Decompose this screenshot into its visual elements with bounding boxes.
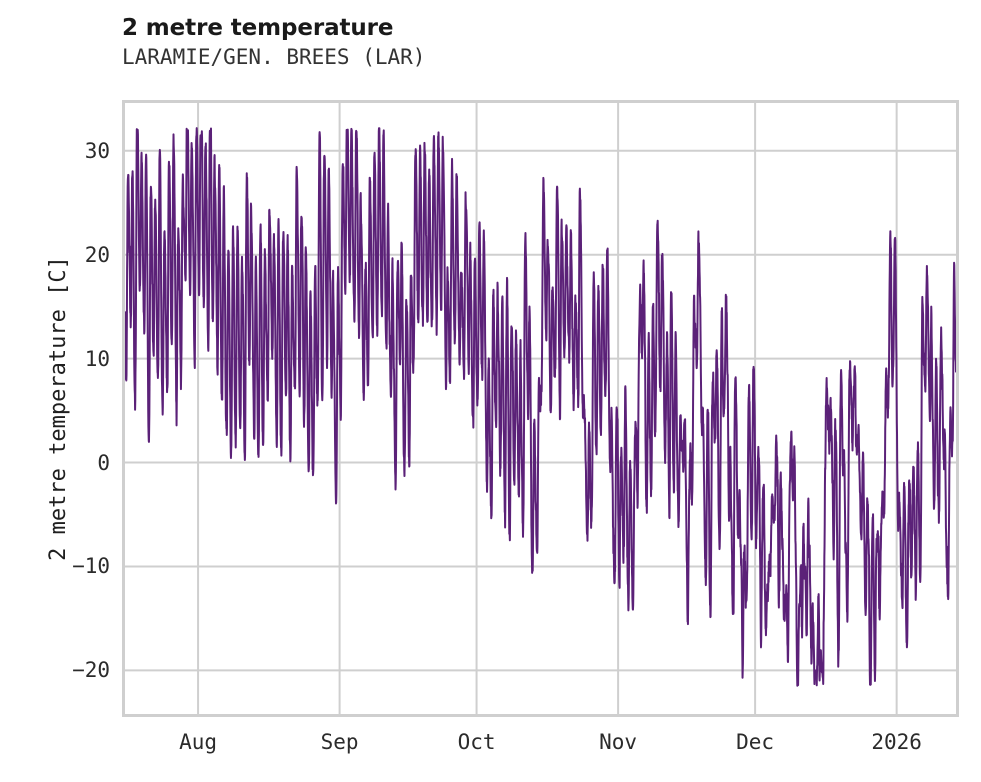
x-axis-tick-label: 2026 [871, 730, 922, 754]
x-axis-tick-label: Aug [179, 730, 218, 754]
y-axis-tick-label: 0 [97, 450, 110, 475]
temperature-line [125, 127, 956, 687]
y-axis-tick-label: 10 [84, 346, 110, 371]
x-axis-tick-label: Oct [457, 730, 496, 754]
y-axis-tick-label: −10 [72, 554, 110, 579]
x-axis-tick-label: Sep [320, 730, 359, 754]
y-axis-tick-labels: 30 20 10 0 −10 −20 [0, 100, 110, 717]
x-axis-tick-label: Dec [736, 730, 775, 754]
title-block: 2 metre temperature LARAMIE/GEN. BREES (… [122, 14, 962, 70]
y-axis-tick-label: −20 [72, 658, 110, 683]
y-axis-tick-label: 20 [84, 242, 110, 267]
x-axis-tick-label: Nov [599, 730, 638, 754]
page-title: 2 metre temperature [122, 15, 394, 41]
chart-subtitle: LARAMIE/GEN. BREES (LAR) [122, 45, 426, 69]
plot-area [122, 100, 959, 717]
y-axis-tick-label: 30 [84, 138, 110, 163]
temperature-series-plot [125, 103, 956, 714]
x-axis-tick-labels: Aug Sep Oct Nov Dec 2026 [0, 727, 981, 767]
